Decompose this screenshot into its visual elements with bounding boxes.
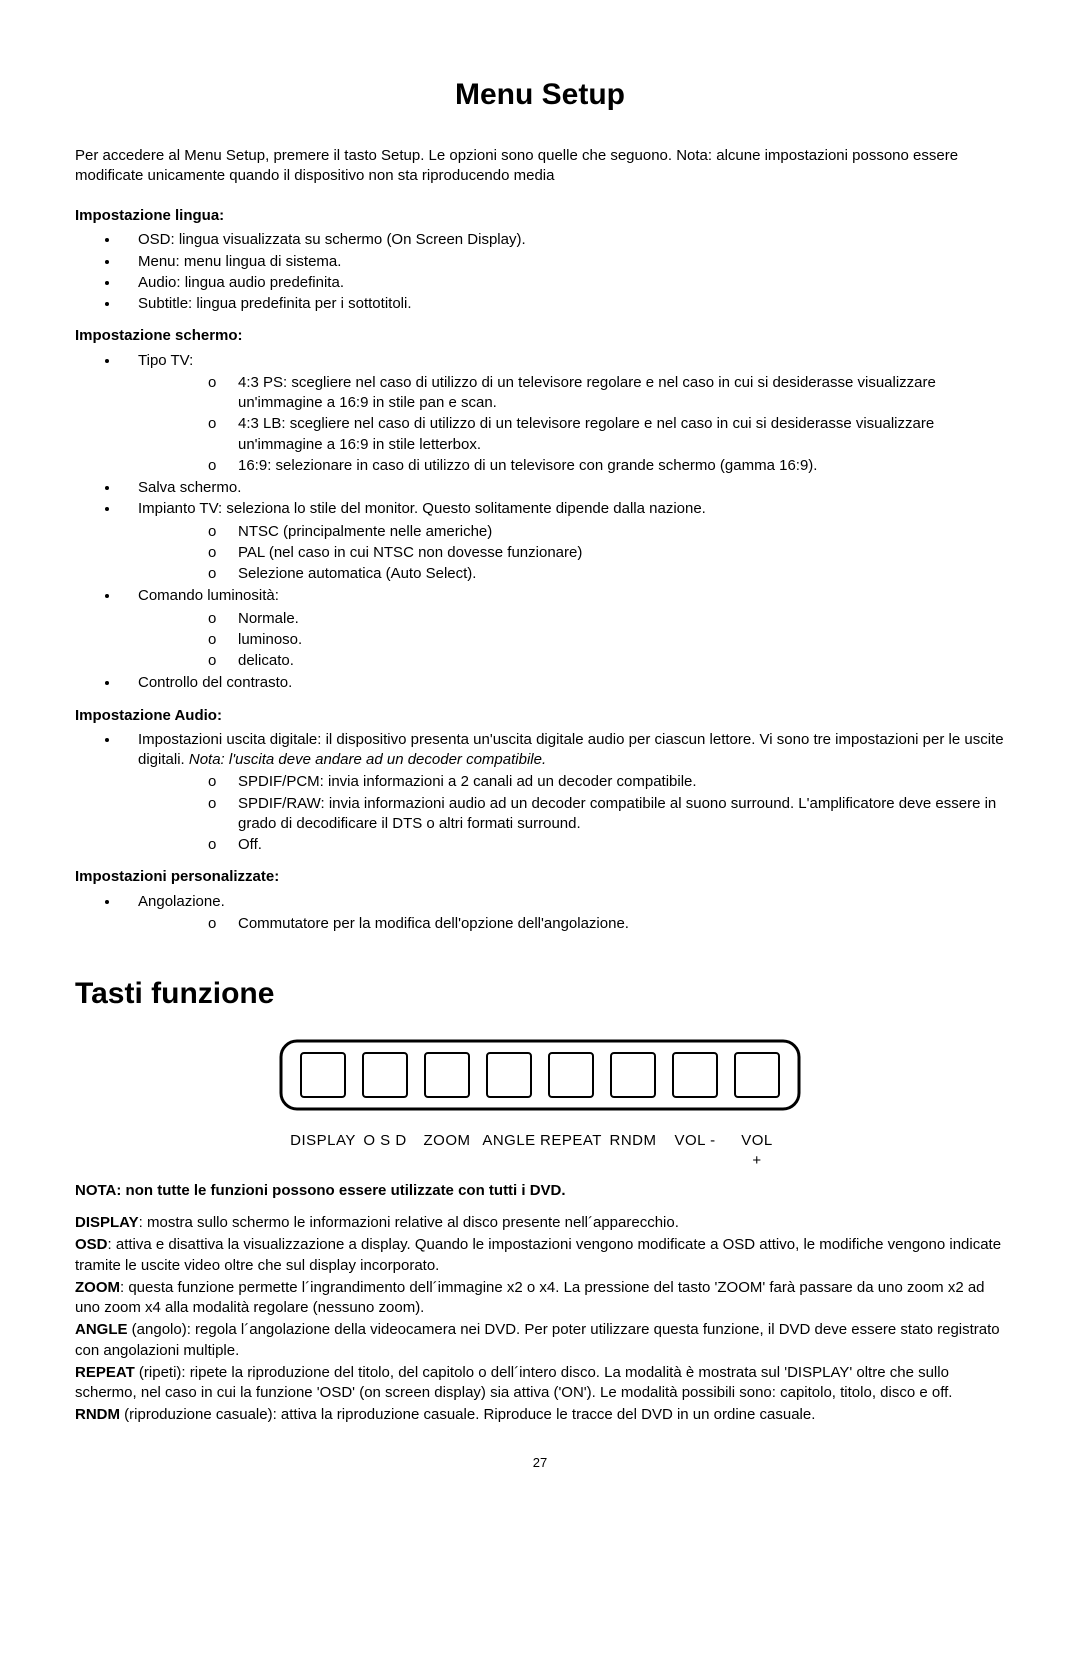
desc-osd-text: : attiva e disattiva la visualizzazione …	[75, 1236, 1001, 1273]
list-item: luminoso.	[208, 630, 1005, 650]
desc-zoom-text: : questa funzione permette l´ingrandimen…	[75, 1279, 985, 1316]
angolazione-label: Angolazione.	[138, 893, 225, 910]
impianto-tv-sublist: NTSC (principalmente nelle americhe) PAL…	[138, 522, 1005, 585]
desc-zoom-label: ZOOM	[75, 1279, 120, 1296]
list-item: 4:3 PS: scegliere nel caso di utilizzo d…	[208, 373, 1005, 414]
button-panel-diagram	[75, 1035, 1005, 1121]
desc-angle: ANGLE (angolo): regola l´angolazione del…	[75, 1320, 1005, 1361]
button-label: O S D	[363, 1131, 406, 1151]
button-label: DISPLAY	[290, 1131, 356, 1151]
button-label: VOL -	[674, 1131, 715, 1151]
audio-list: Impostazioni uscita digitale: il disposi…	[75, 730, 1005, 856]
desc-rndm: RNDM (riproduzione casuale): attiva la r…	[75, 1405, 1005, 1425]
comando-lum-sublist: Normale. luminoso. delicato.	[138, 609, 1005, 672]
list-item: NTSC (principalmente nelle americhe)	[208, 522, 1005, 542]
page-title-1: Menu Setup	[75, 75, 1005, 116]
impianto-tv-label: Impianto TV: seleziona lo stile del moni…	[138, 500, 706, 517]
section-screen-label: Impostazione schermo:	[75, 326, 1005, 346]
list-item: Controllo del contrasto.	[120, 673, 1005, 693]
desc-repeat-label: REPEAT	[75, 1364, 135, 1381]
list-item: Menu: menu lingua di sistema.	[120, 252, 1005, 272]
button-label: RNDM	[610, 1131, 657, 1151]
desc-osd-label: OSD	[75, 1236, 108, 1253]
panel-svg	[260, 1035, 820, 1115]
button-label: ANGLE	[482, 1131, 535, 1151]
list-item: Tipo TV: 4:3 PS: scegliere nel caso di u…	[120, 351, 1005, 477]
section-lang-label: Impostazione lingua:	[75, 206, 1005, 226]
button-labels-row: DISPLAYO S DZOOMANGLEREPEATRNDMVOL -VOL …	[281, 1131, 799, 1151]
list-item: 16:9: selezionare in caso di utilizzo di…	[208, 456, 1005, 476]
list-item: 4:3 LB: scegliere nel caso di utilizzo d…	[208, 414, 1005, 455]
lang-list: OSD: lingua visualizzata su schermo (On …	[75, 230, 1005, 314]
desc-angle-text: (angolo): regola l´angolazione della vid…	[75, 1321, 1000, 1358]
section-pers-label: Impostazioni personalizzate:	[75, 867, 1005, 887]
list-item: Commutatore per la modifica dell'opzione…	[208, 914, 1005, 934]
desc-rndm-label: RNDM	[75, 1406, 120, 1423]
desc-zoom: ZOOM: questa funzione permette l´ingrand…	[75, 1278, 1005, 1319]
tipo-tv-label: Tipo TV:	[138, 352, 193, 369]
list-item: Audio: lingua audio predefinita.	[120, 273, 1005, 293]
desc-osd: OSD: attiva e disattiva la visualizzazio…	[75, 1235, 1005, 1276]
list-item: SPDIF/RAW: invia informazioni audio ad u…	[208, 794, 1005, 835]
section-audio-label: Impostazione Audio:	[75, 706, 1005, 726]
list-item: delicato.	[208, 651, 1005, 671]
intro-paragraph: Per accedere al Menu Setup, premere il t…	[75, 146, 1005, 187]
angolazione-sublist: Commutatore per la modifica dell'opzione…	[138, 914, 1005, 934]
list-item: PAL (nel caso in cui NTSC non dovesse fu…	[208, 543, 1005, 563]
descriptions: DISPLAY: mostra sullo schermo le informa…	[75, 1213, 1005, 1426]
page-number: 27	[75, 1454, 1005, 1472]
screen-list: Tipo TV: 4:3 PS: scegliere nel caso di u…	[75, 351, 1005, 694]
desc-display: DISPLAY: mostra sullo schermo le informa…	[75, 1213, 1005, 1233]
list-item: Impianto TV: seleziona lo stile del moni…	[120, 499, 1005, 584]
button-label: ZOOM	[424, 1131, 471, 1151]
desc-repeat-text: (ripeti): ripete la riproduzione del tit…	[75, 1364, 952, 1401]
list-item: OSD: lingua visualizzata su schermo (On …	[120, 230, 1005, 250]
list-item: Off.	[208, 835, 1005, 855]
desc-angle-label: ANGLE	[75, 1321, 128, 1338]
list-item: Comando luminosità: Normale. luminoso. d…	[120, 586, 1005, 671]
list-item: Selezione automatica (Auto Select).	[208, 564, 1005, 584]
audio-sublist: SPDIF/PCM: invia informazioni a 2 canali…	[138, 772, 1005, 855]
desc-display-text: : mostra sullo schermo le informazioni r…	[139, 1214, 679, 1231]
list-item: Angolazione. Commutatore per la modifica…	[120, 892, 1005, 935]
list-item: SPDIF/PCM: invia informazioni a 2 canali…	[208, 772, 1005, 792]
comando-lum-label: Comando luminosità:	[138, 587, 279, 604]
desc-rndm-text: (riproduzione casuale): attiva la riprod…	[120, 1406, 815, 1423]
page-title-2: Tasti funzione	[75, 974, 1005, 1015]
desc-repeat: REPEAT (ripeti): ripete la riproduzione …	[75, 1363, 1005, 1404]
pers-list: Angolazione. Commutatore per la modifica…	[75, 892, 1005, 935]
button-label: REPEAT	[540, 1131, 602, 1151]
list-item: Normale.	[208, 609, 1005, 629]
audio-intro-b: Nota: l'uscita deve andare ad un decoder…	[189, 751, 546, 768]
tipo-tv-sublist: 4:3 PS: scegliere nel caso di utilizzo d…	[138, 373, 1005, 476]
button-label: VOL +	[736, 1131, 778, 1172]
list-item: Impostazioni uscita digitale: il disposi…	[120, 730, 1005, 856]
desc-display-label: DISPLAY	[75, 1214, 139, 1231]
list-item: Subtitle: lingua predefinita per i sotto…	[120, 294, 1005, 314]
nota-line: NOTA: non tutte le funzioni possono esse…	[75, 1181, 1005, 1201]
list-item: Salva schermo.	[120, 478, 1005, 498]
